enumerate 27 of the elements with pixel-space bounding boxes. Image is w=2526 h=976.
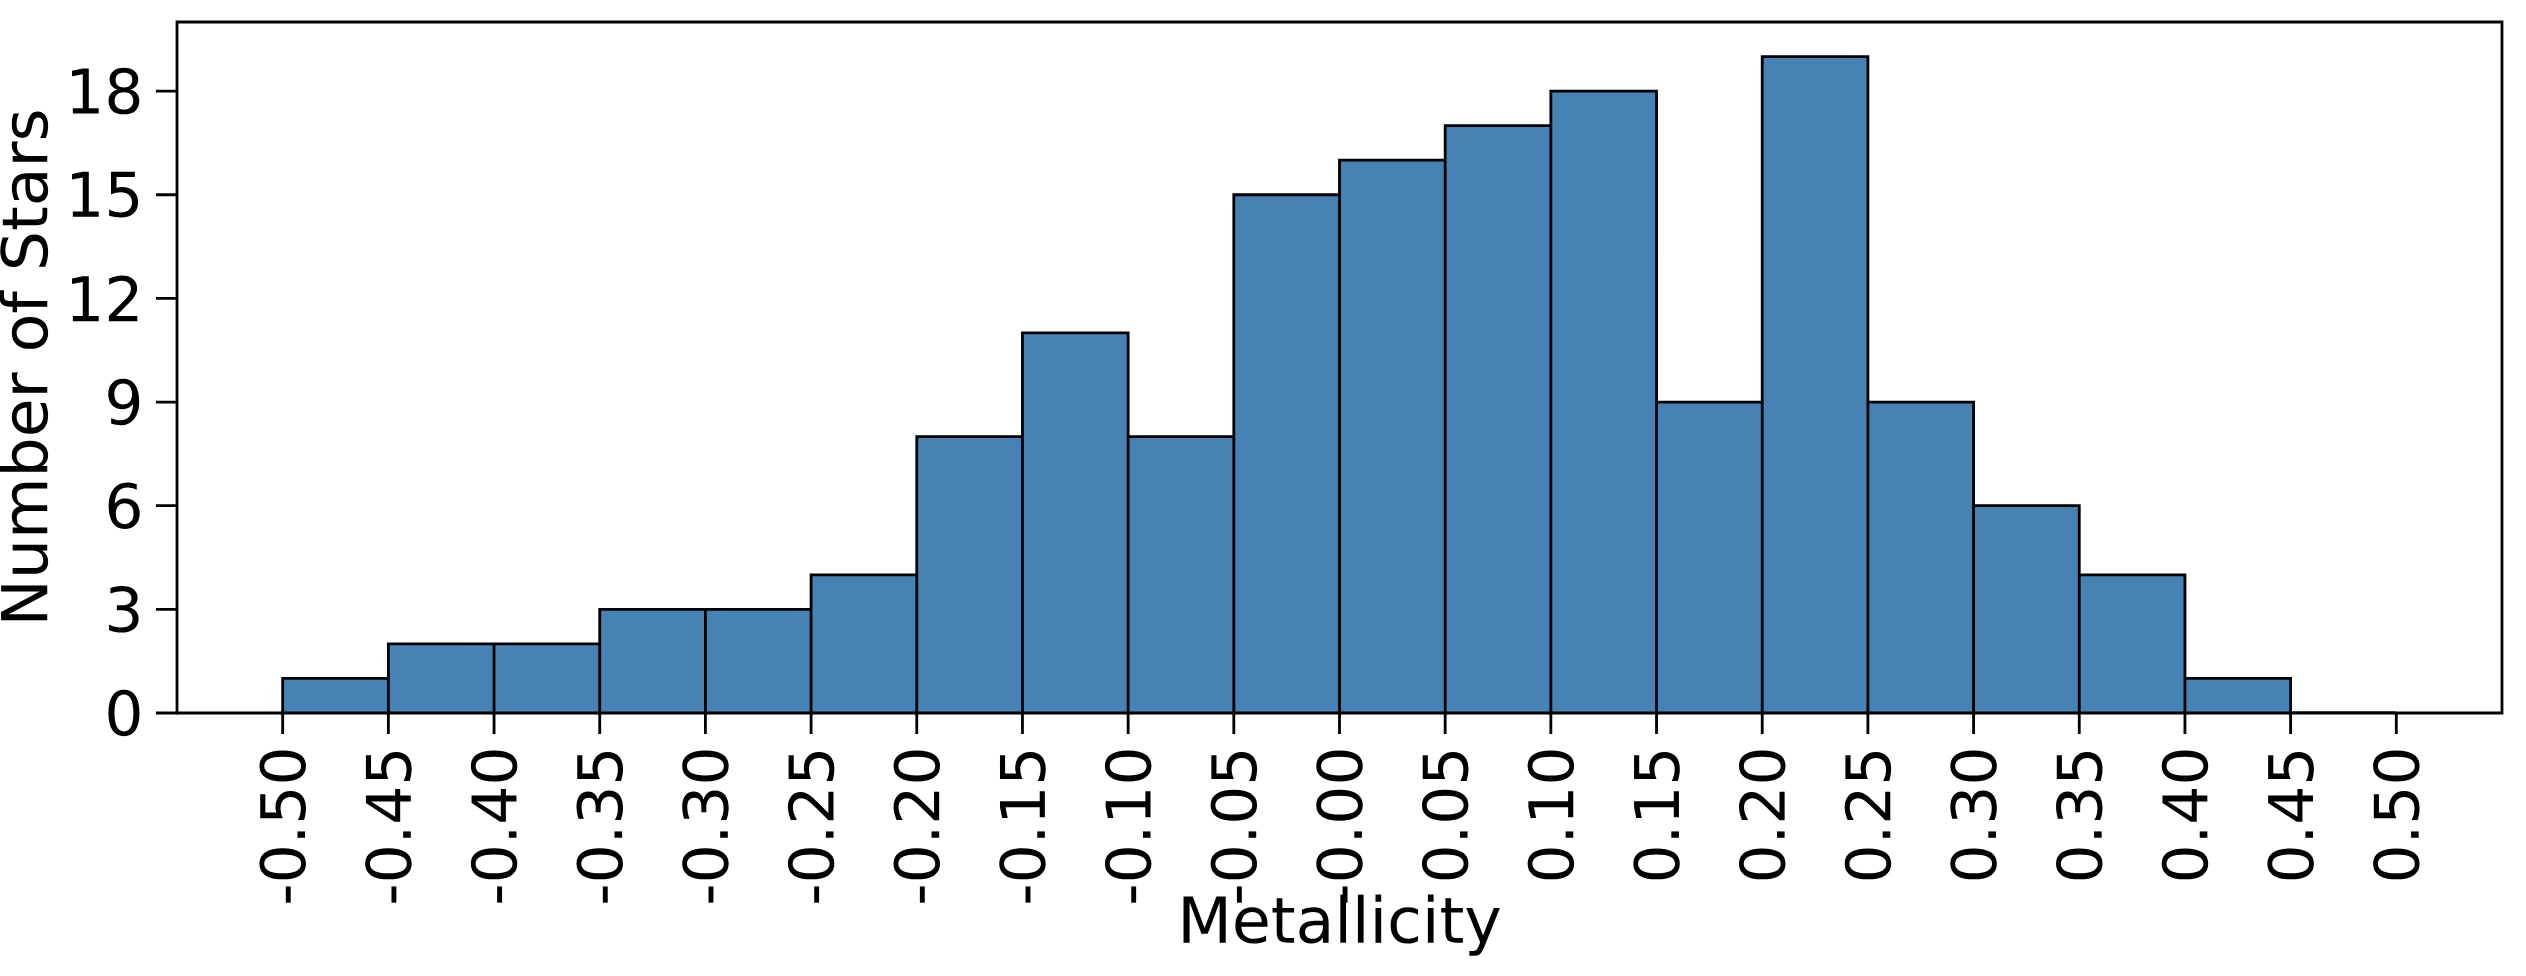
x-tick-label: -0.35 (576, 751, 624, 903)
y-axis-title: Number of Stars (0, 111, 49, 621)
x-tick-label: -0.30 (682, 750, 729, 903)
x-tick-label: 0.35 (2056, 751, 2103, 880)
y-tick-label: 9 (108, 378, 140, 426)
x-tick-label: -0.20 (893, 750, 941, 903)
x-tick-label: -0.50 (259, 750, 306, 903)
x-tick-label: -0.15 (999, 751, 1046, 903)
x-tick-label: -0.40 (470, 750, 518, 903)
x-tick-label: 0.50 (2373, 750, 2420, 880)
y-tick-label: 0 (108, 689, 140, 737)
x-tick-label: 0.30 (1950, 750, 1997, 880)
x-tick-label: 0.25 (1844, 751, 1892, 880)
x-tick-label: 0.40 (2161, 750, 2209, 880)
x-tick-label: 0.20 (1738, 750, 1786, 880)
x-tick-label: 0.45 (2267, 751, 2314, 880)
y-tick-label: 18 (72, 67, 140, 115)
x-tick-label: 0.15 (1633, 751, 1680, 880)
y-tick-label: 15 (72, 171, 139, 218)
x-tick-label: -0.25 (787, 751, 835, 903)
x-tick-label: -0.45 (365, 751, 412, 903)
x-tick-label: 0.05 (1421, 751, 1469, 880)
x-tick-label: -0.10 (1104, 750, 1152, 903)
x-tick-label: 0.10 (1527, 750, 1575, 880)
y-tick-label: 6 (108, 482, 140, 529)
y-tick-label: 3 (109, 586, 139, 633)
y-tick-label: 12 (72, 275, 138, 322)
